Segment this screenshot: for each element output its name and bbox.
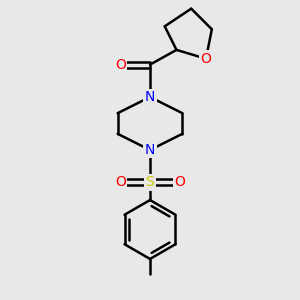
- Text: N: N: [145, 90, 155, 104]
- Text: O: O: [200, 52, 211, 66]
- Text: N: N: [145, 143, 155, 157]
- Text: O: O: [115, 58, 126, 72]
- Text: O: O: [115, 176, 126, 189]
- Text: S: S: [146, 176, 154, 189]
- Text: O: O: [174, 176, 185, 189]
